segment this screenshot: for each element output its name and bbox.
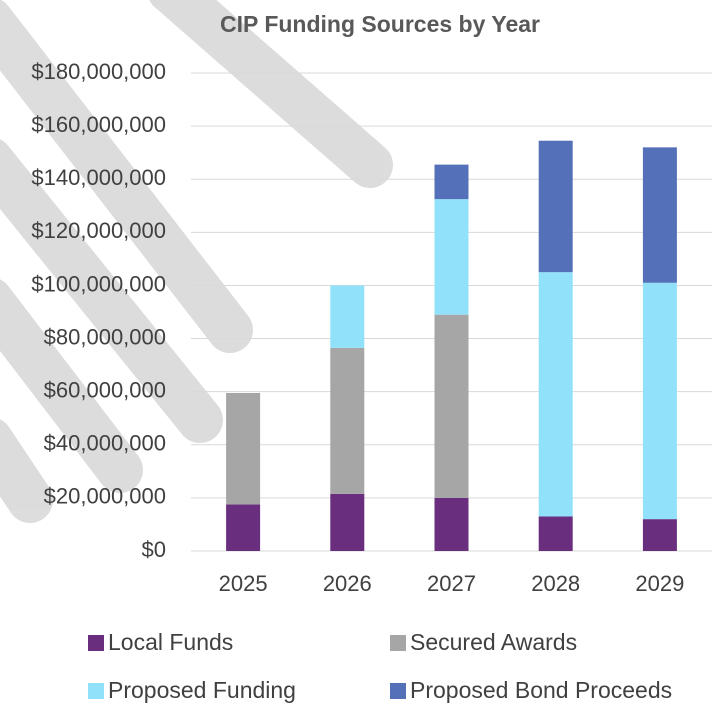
y-tick-label: $140,000,000 [31, 165, 166, 190]
bar-segment [538, 516, 573, 551]
bar-segment [330, 493, 365, 551]
bar-segment [642, 282, 677, 520]
x-tick-label: 2025 [219, 571, 268, 596]
legend-swatch [390, 683, 406, 699]
bar-segment [642, 147, 677, 283]
y-tick-label: $100,000,000 [31, 271, 166, 296]
legend-label: Proposed Bond Proceeds [410, 677, 672, 703]
y-tick-label: $180,000,000 [31, 59, 166, 84]
y-tick-label: $20,000,000 [44, 484, 166, 509]
watermark [0, 0, 393, 523]
bar-segment [434, 314, 469, 498]
bar-segment [226, 392, 261, 505]
legend-label: Secured Awards [410, 629, 577, 655]
x-tick-label: 2026 [323, 571, 372, 596]
bar-segment [330, 347, 365, 494]
bar-segment [434, 497, 469, 551]
y-tick-label: $40,000,000 [44, 431, 166, 456]
bar-segment [330, 285, 365, 348]
legend-label: Local Funds [108, 629, 233, 655]
legend-swatch [88, 635, 104, 651]
y-tick-label: $120,000,000 [31, 218, 166, 243]
legend-label: Proposed Funding [108, 677, 296, 703]
chart-title: CIP Funding Sources by Year [220, 11, 540, 37]
x-tick-label: 2029 [635, 571, 684, 596]
legend-swatch [390, 635, 406, 651]
bar-segment [434, 199, 469, 315]
y-tick-label: $0 [142, 537, 166, 562]
bar-segment [226, 504, 261, 551]
bar-segment [538, 140, 573, 273]
x-tick-label: 2028 [531, 571, 580, 596]
x-tick-label: 2027 [427, 571, 476, 596]
y-tick-label: $80,000,000 [44, 324, 166, 349]
y-tick-label: $60,000,000 [44, 377, 166, 402]
legend-swatch [88, 683, 104, 699]
bar-segment [434, 164, 469, 200]
bar-segment [538, 272, 573, 517]
y-tick-label: $160,000,000 [31, 112, 166, 137]
bar-segment [642, 519, 677, 551]
